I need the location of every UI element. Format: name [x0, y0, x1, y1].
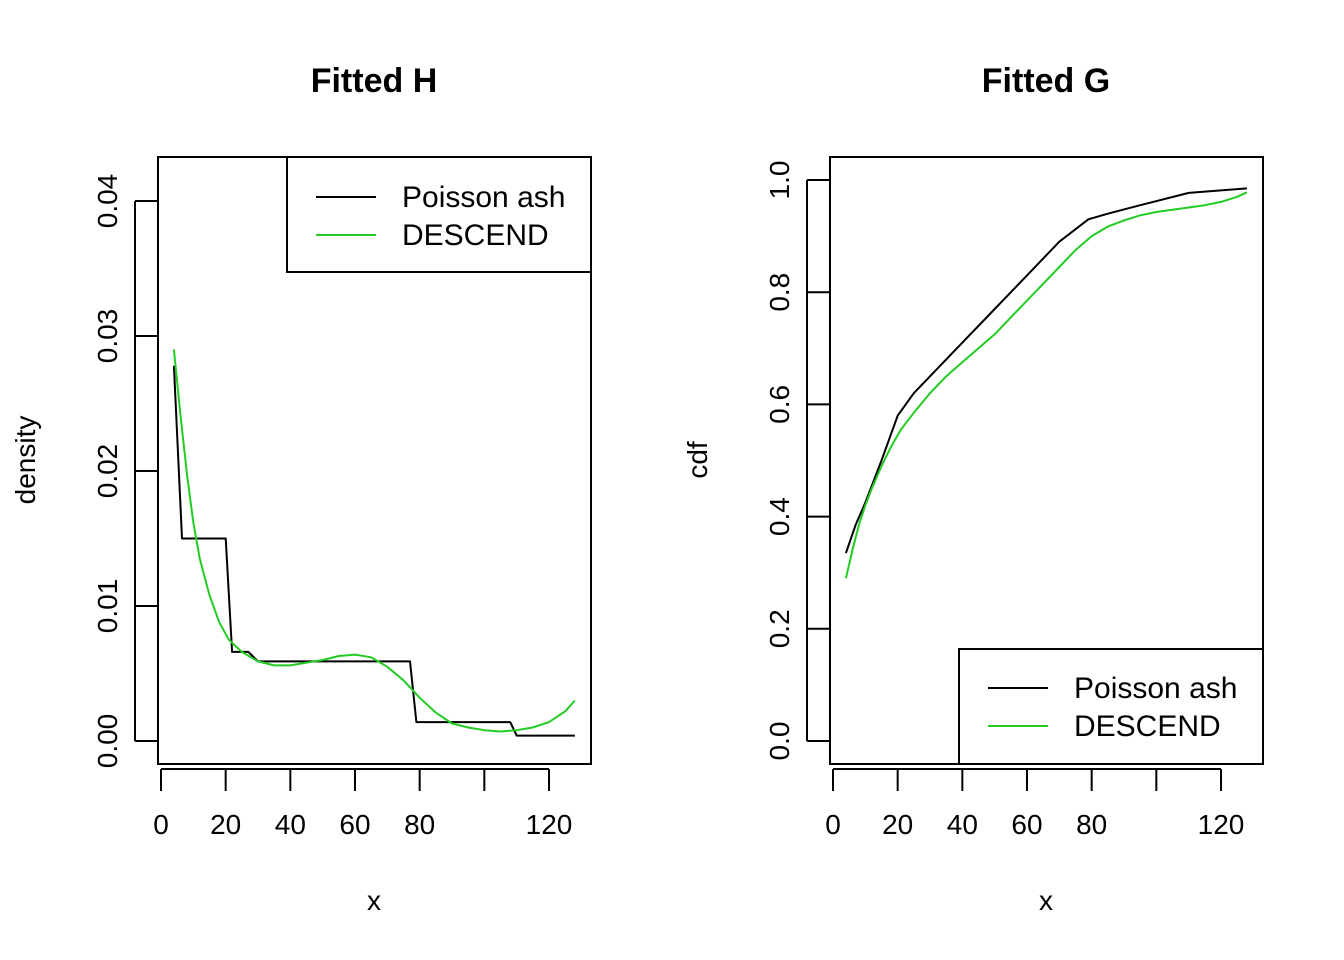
y-tick-label: 0.4 — [764, 497, 795, 536]
chart-title: Fitted G — [982, 62, 1110, 100]
x-tick-label: 20 — [882, 809, 913, 840]
legend-entry-poisson-ash: Poisson ash — [402, 181, 565, 214]
legend: Poisson ash DESCEND — [958, 648, 1264, 765]
y-tick-label: 0.03 — [92, 309, 123, 364]
legend-box — [958, 648, 1264, 765]
chart-title: Fitted H — [311, 62, 438, 100]
y-axis-label: density — [10, 416, 41, 505]
x-axis: 0 20 40 60 80 120 — [825, 768, 1245, 840]
legend-entry-poisson-ash: Poisson ash — [1074, 672, 1237, 705]
series-group — [172, 349, 576, 737]
y-tick-label: 0.02 — [92, 444, 123, 499]
y-tick-label: 0.6 — [764, 385, 795, 424]
panel-fitted-h: Fitted H 0.00 0.01 0.02 0.03 0.04 0 20 40 60 80 1… — [10, 62, 592, 916]
x-tick-label: 80 — [404, 809, 435, 840]
series-line-descend — [172, 349, 576, 733]
y-tick-label: 0.2 — [764, 609, 795, 648]
legend: Poisson ash DESCEND — [286, 156, 592, 273]
x-tick-label: 120 — [526, 809, 573, 840]
x-tick-label: 20 — [210, 809, 241, 840]
x-tick-label: 60 — [339, 809, 370, 840]
y-axis-label: cdf — [682, 441, 713, 479]
y-tick-label: 0.01 — [92, 579, 123, 634]
x-tick-label: 0 — [825, 809, 841, 840]
series-line-poisson-ash — [844, 187, 1247, 554]
y-tick-label: 1.0 — [764, 161, 795, 200]
series-group — [844, 187, 1248, 579]
y-tick-label: 0.04 — [92, 174, 123, 229]
x-tick-label: 120 — [1198, 809, 1245, 840]
legend-entry-descend: DESCEND — [1074, 710, 1221, 743]
x-tick-label: 40 — [947, 809, 978, 840]
series-line-descend — [844, 191, 1248, 579]
y-tick-label: 0.0 — [764, 722, 795, 761]
legend-entry-descend: DESCEND — [402, 219, 549, 252]
y-tick-label: 0.00 — [92, 714, 123, 769]
x-tick-label: 40 — [275, 809, 306, 840]
y-tick-label: 0.8 — [764, 273, 795, 312]
y-axis: 0.0 0.2 0.4 0.6 0.8 1.0 — [764, 161, 830, 761]
x-axis-label: x — [1039, 885, 1053, 916]
panel-fitted-g: Fitted G 0.0 0.2 0.4 0.6 0.8 1.0 0 20 40 60 80 120… — [682, 62, 1264, 916]
legend-box — [286, 156, 592, 273]
series-line-poisson-ash — [172, 365, 575, 737]
x-tick-label: 80 — [1076, 809, 1107, 840]
y-axis: 0.00 0.01 0.02 0.03 0.04 — [92, 174, 158, 769]
x-tick-label: 60 — [1011, 809, 1042, 840]
x-axis-label: x — [367, 885, 381, 916]
x-axis: 0 20 40 60 80 120 — [153, 768, 573, 840]
x-tick-label: 0 — [153, 809, 169, 840]
